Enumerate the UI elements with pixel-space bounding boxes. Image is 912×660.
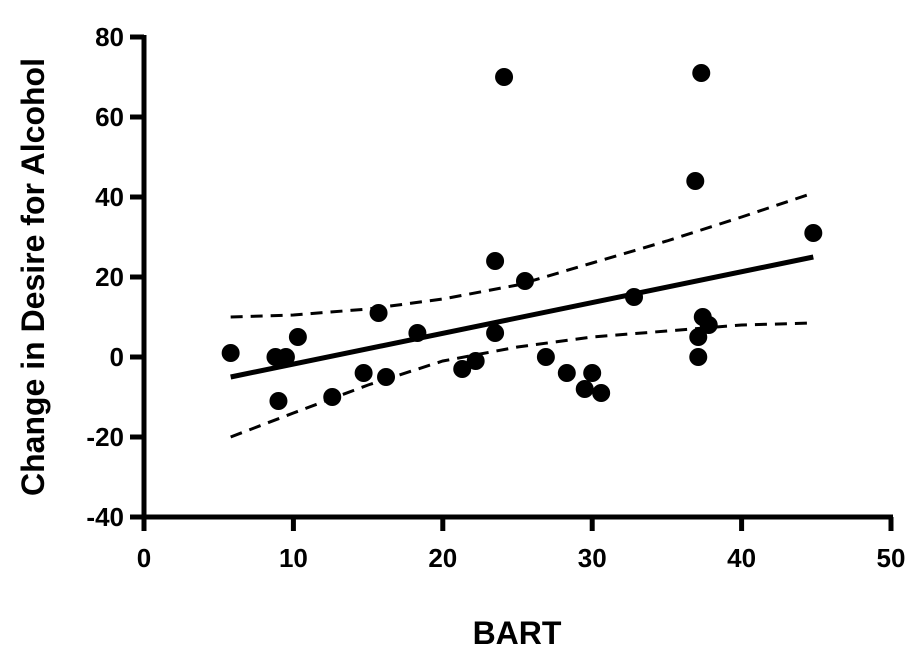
data-point bbox=[495, 68, 514, 86]
x-tick-label: 10 bbox=[279, 543, 308, 573]
x-tick-label: 50 bbox=[877, 543, 906, 573]
confidence-band-lower bbox=[230, 321, 814, 439]
x-tick-label: 20 bbox=[428, 543, 457, 573]
data-point bbox=[515, 272, 534, 290]
data-point bbox=[583, 364, 602, 382]
data-point bbox=[486, 324, 505, 342]
y-tick-label: 0 bbox=[110, 342, 124, 372]
confidence-band-upper bbox=[230, 191, 814, 319]
y-axis-ticks: -40 -20 0 20 40 60 80 bbox=[86, 22, 144, 532]
data-point bbox=[557, 364, 576, 382]
data-point bbox=[323, 388, 342, 406]
y-tick-label: 20 bbox=[95, 262, 124, 292]
data-point bbox=[269, 392, 288, 410]
data-point bbox=[686, 172, 705, 190]
y-tick-label: -40 bbox=[86, 502, 124, 532]
data-point bbox=[689, 348, 708, 366]
x-axis-title: BART bbox=[473, 615, 562, 651]
x-tick-label: 40 bbox=[727, 543, 756, 573]
x-axis-ticks: 0 10 20 30 40 50 bbox=[137, 517, 906, 573]
data-point bbox=[536, 348, 555, 366]
y-tick-label: -20 bbox=[86, 422, 124, 452]
data-points bbox=[221, 64, 823, 410]
y-tick-label: 40 bbox=[95, 182, 124, 212]
data-point bbox=[689, 328, 708, 346]
data-point bbox=[369, 304, 388, 322]
data-point bbox=[288, 328, 307, 346]
x-tick-label: 0 bbox=[137, 543, 151, 573]
data-point bbox=[592, 384, 611, 402]
data-point bbox=[354, 364, 373, 382]
data-point bbox=[408, 324, 427, 342]
data-point bbox=[221, 344, 240, 362]
regression-line bbox=[230, 254, 814, 380]
y-tick-label: 60 bbox=[95, 102, 124, 132]
data-point bbox=[699, 316, 718, 334]
data-point bbox=[486, 252, 505, 270]
y-axis-title: Change in Desire for Alcohol bbox=[15, 58, 51, 496]
data-point bbox=[804, 224, 823, 242]
data-point bbox=[466, 352, 485, 370]
data-point bbox=[625, 288, 644, 306]
data-point bbox=[276, 348, 295, 366]
x-tick-label: 30 bbox=[578, 543, 607, 573]
data-point bbox=[692, 64, 711, 82]
y-tick-label: 80 bbox=[95, 22, 124, 52]
data-point bbox=[575, 380, 594, 398]
data-point bbox=[377, 368, 396, 386]
data-point bbox=[453, 360, 472, 378]
